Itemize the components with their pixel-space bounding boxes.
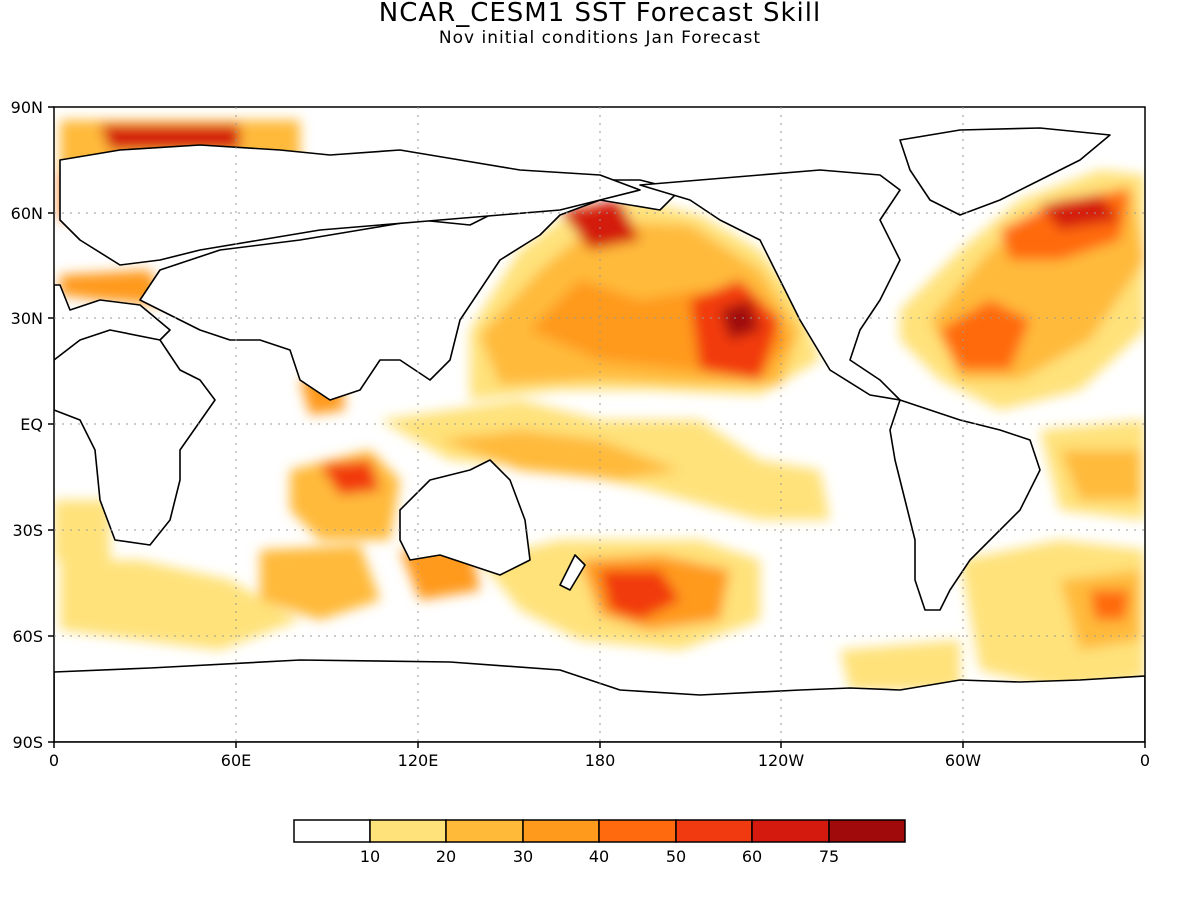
colorbar-box-7 (828, 819, 906, 843)
lat-label: 90N (11, 98, 43, 117)
colorbar-box-5 (675, 819, 753, 843)
lat-label: 30N (11, 309, 43, 328)
coastlines (54, 127, 1145, 742)
lon-label: 120E (398, 751, 439, 770)
chart-title: NCAR_CESM1 SST Forecast Skill (378, 0, 822, 28)
lon-label: 60E (221, 751, 251, 770)
lon-label: 0 (49, 751, 59, 770)
colorbar-box-4 (598, 819, 677, 843)
lon-label: 180 (585, 751, 616, 770)
colorbar-label: 75 (819, 847, 839, 866)
colorbar-box-3 (522, 819, 600, 843)
colorbar-label: 60 (742, 847, 762, 866)
lat-label: EQ (20, 415, 43, 434)
colorbar-label: 30 (513, 847, 533, 866)
lat-label: 90S (12, 733, 43, 752)
colorbar (293, 819, 906, 843)
colorbar-label: 50 (666, 847, 686, 866)
colorbar-label: 20 (436, 847, 456, 866)
gridlines (54, 107, 1145, 742)
lat-label: 60S (12, 627, 43, 646)
lon-label: 0 (1140, 751, 1150, 770)
lat-label: 30S (12, 521, 43, 540)
colorbar-label: 40 (589, 847, 609, 866)
colorbar-box-1 (369, 819, 447, 843)
lon-label: 60W (945, 751, 981, 770)
colorbar-box-0 (293, 819, 371, 843)
colorbar-label: 10 (360, 847, 380, 866)
colorbar-box-6 (751, 819, 830, 843)
axis-ticks (48, 106, 1146, 748)
lon-label: 120W (758, 751, 805, 770)
chart-subtitle: Nov initial conditions Jan Forecast (438, 28, 762, 48)
lat-label: 60N (11, 204, 43, 223)
colorbar-box-2 (445, 819, 524, 843)
